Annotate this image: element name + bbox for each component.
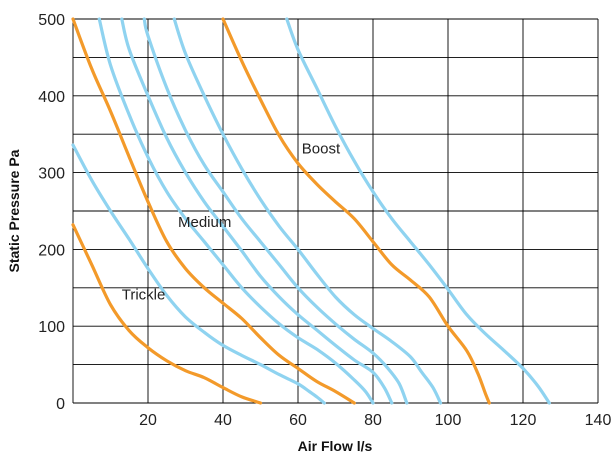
x-tick-label: 140 <box>585 412 611 429</box>
y-axis-label: Static Pressure Pa <box>6 149 22 272</box>
y-tick-label: 200 <box>38 242 65 259</box>
x-tick-label: 120 <box>510 412 537 429</box>
setting-curve <box>71 223 263 405</box>
curve-annotation: Boost <box>302 140 341 157</box>
x-tick-labels: 20 40 60 80 100 120 140 <box>139 412 611 429</box>
x-axis-label: Air Flow l/s <box>298 438 373 454</box>
curves <box>71 17 551 405</box>
x-tick-label: 100 <box>435 412 462 429</box>
fan-curve <box>142 17 409 405</box>
x-tick-label: 20 <box>139 412 157 429</box>
fan-curve <box>285 17 551 405</box>
fan-curve <box>97 17 375 405</box>
fan-curve <box>172 17 443 405</box>
curve-annotation: Trickle <box>122 286 166 303</box>
curve-annotation: Medium <box>178 214 231 231</box>
setting-curve <box>221 17 491 405</box>
y-tick-label: 300 <box>38 166 65 183</box>
x-tick-label: 80 <box>364 412 382 429</box>
x-tick-label: 40 <box>214 412 232 429</box>
y-tick-label: 0 <box>56 396 65 413</box>
y-tick-label: 400 <box>38 89 65 106</box>
y-tick-label: 500 <box>38 12 65 29</box>
curve-annotations: Boost Medium Trickle <box>122 140 341 303</box>
x-tick-label: 60 <box>289 412 307 429</box>
y-tick-label: 100 <box>38 319 65 336</box>
setting-curve <box>71 17 356 405</box>
fan-curve <box>120 17 394 405</box>
fan-curve <box>71 143 326 405</box>
y-tick-labels: 0 100 200 300 400 500 <box>38 12 65 413</box>
